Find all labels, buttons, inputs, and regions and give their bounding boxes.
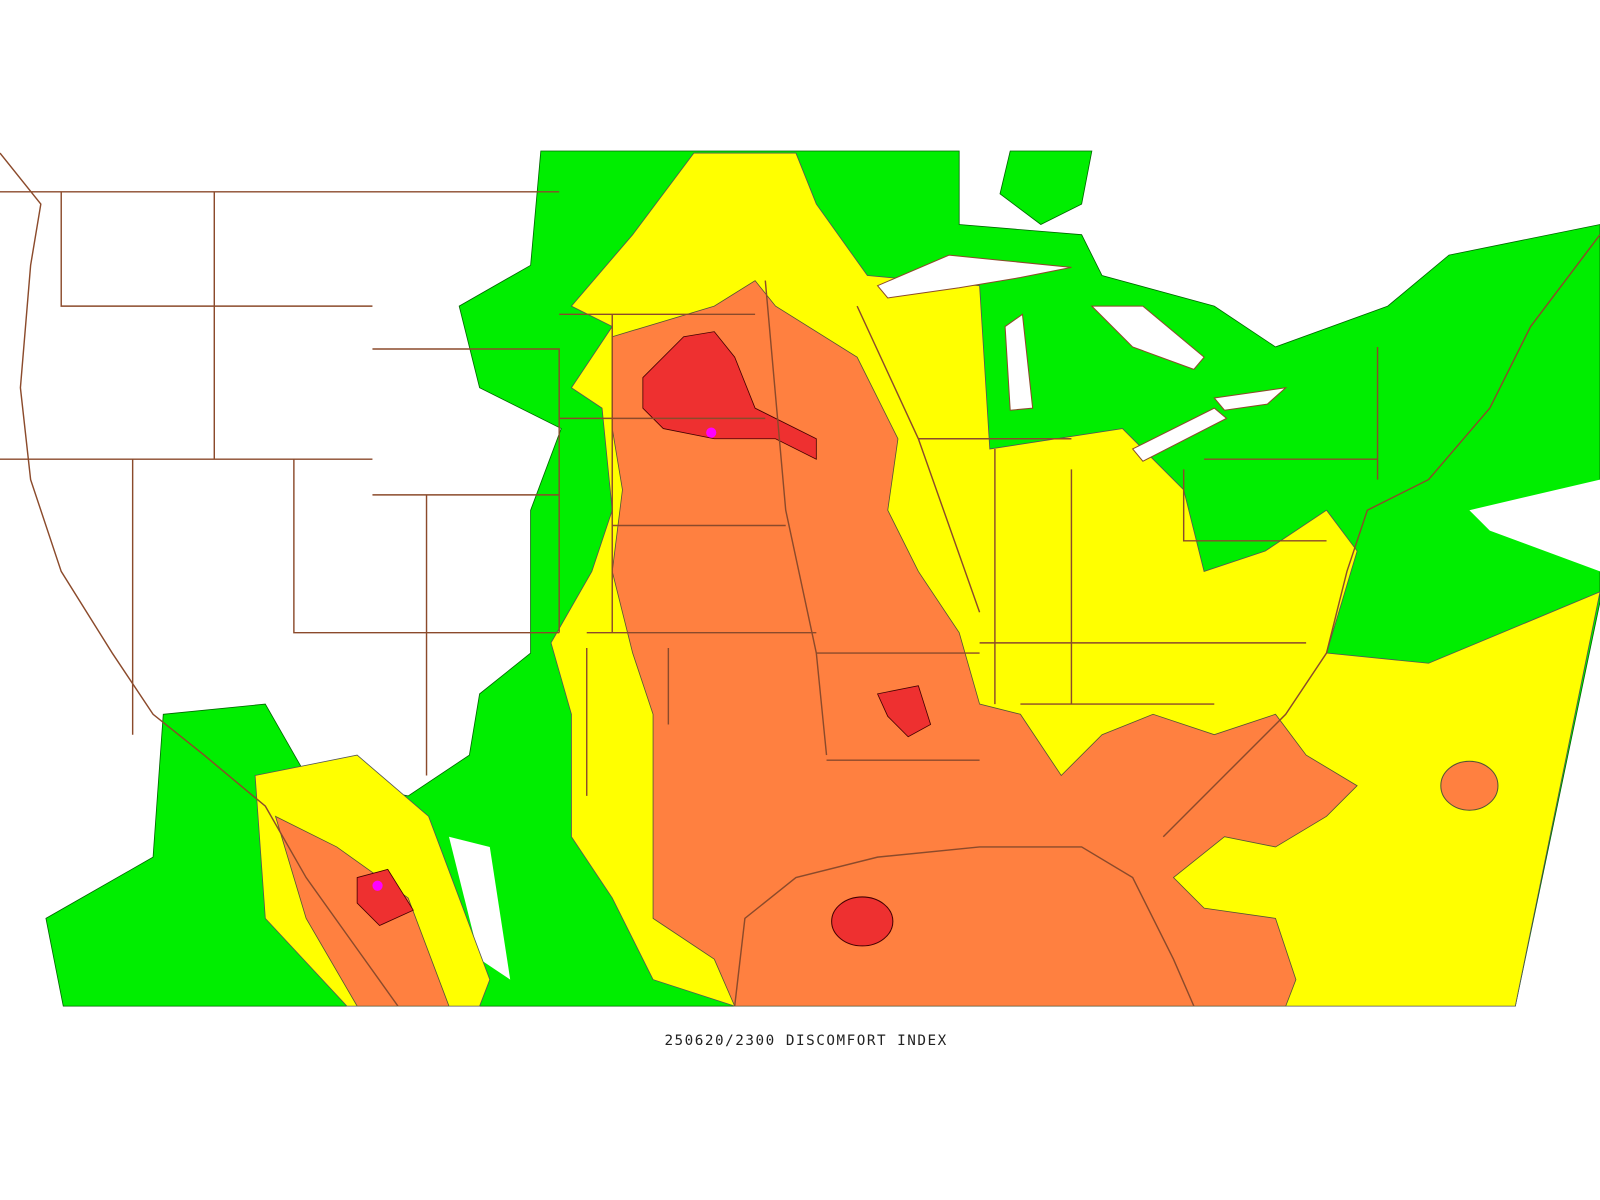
no-data-zone — [448, 836, 511, 980]
coastline — [0, 152, 399, 1007]
green-zone — [999, 150, 1093, 225]
orange-zone — [611, 280, 1358, 1007]
red-zone — [831, 896, 894, 947]
no-data-zone — [1469, 479, 1600, 572]
boundaries — [0, 152, 1600, 1007]
lake — [876, 254, 1072, 299]
border — [0, 191, 1379, 796]
lake — [1213, 387, 1288, 411]
lake — [1090, 305, 1205, 370]
lake — [1004, 313, 1034, 411]
red-zone — [356, 868, 414, 926]
magenta-zone — [706, 427, 717, 438]
red-zone — [876, 685, 932, 738]
map-caption: 250620/2300 DISCOMFORT INDEX — [664, 1033, 947, 1049]
coastline — [733, 846, 1195, 1007]
red-zone — [642, 331, 817, 460]
magenta-zone — [372, 880, 383, 891]
coastline — [1162, 234, 1600, 838]
lake — [1131, 407, 1228, 462]
orange-zone — [274, 815, 450, 1007]
orange-zone — [1440, 760, 1499, 811]
map-fill — [45, 150, 1600, 1007]
